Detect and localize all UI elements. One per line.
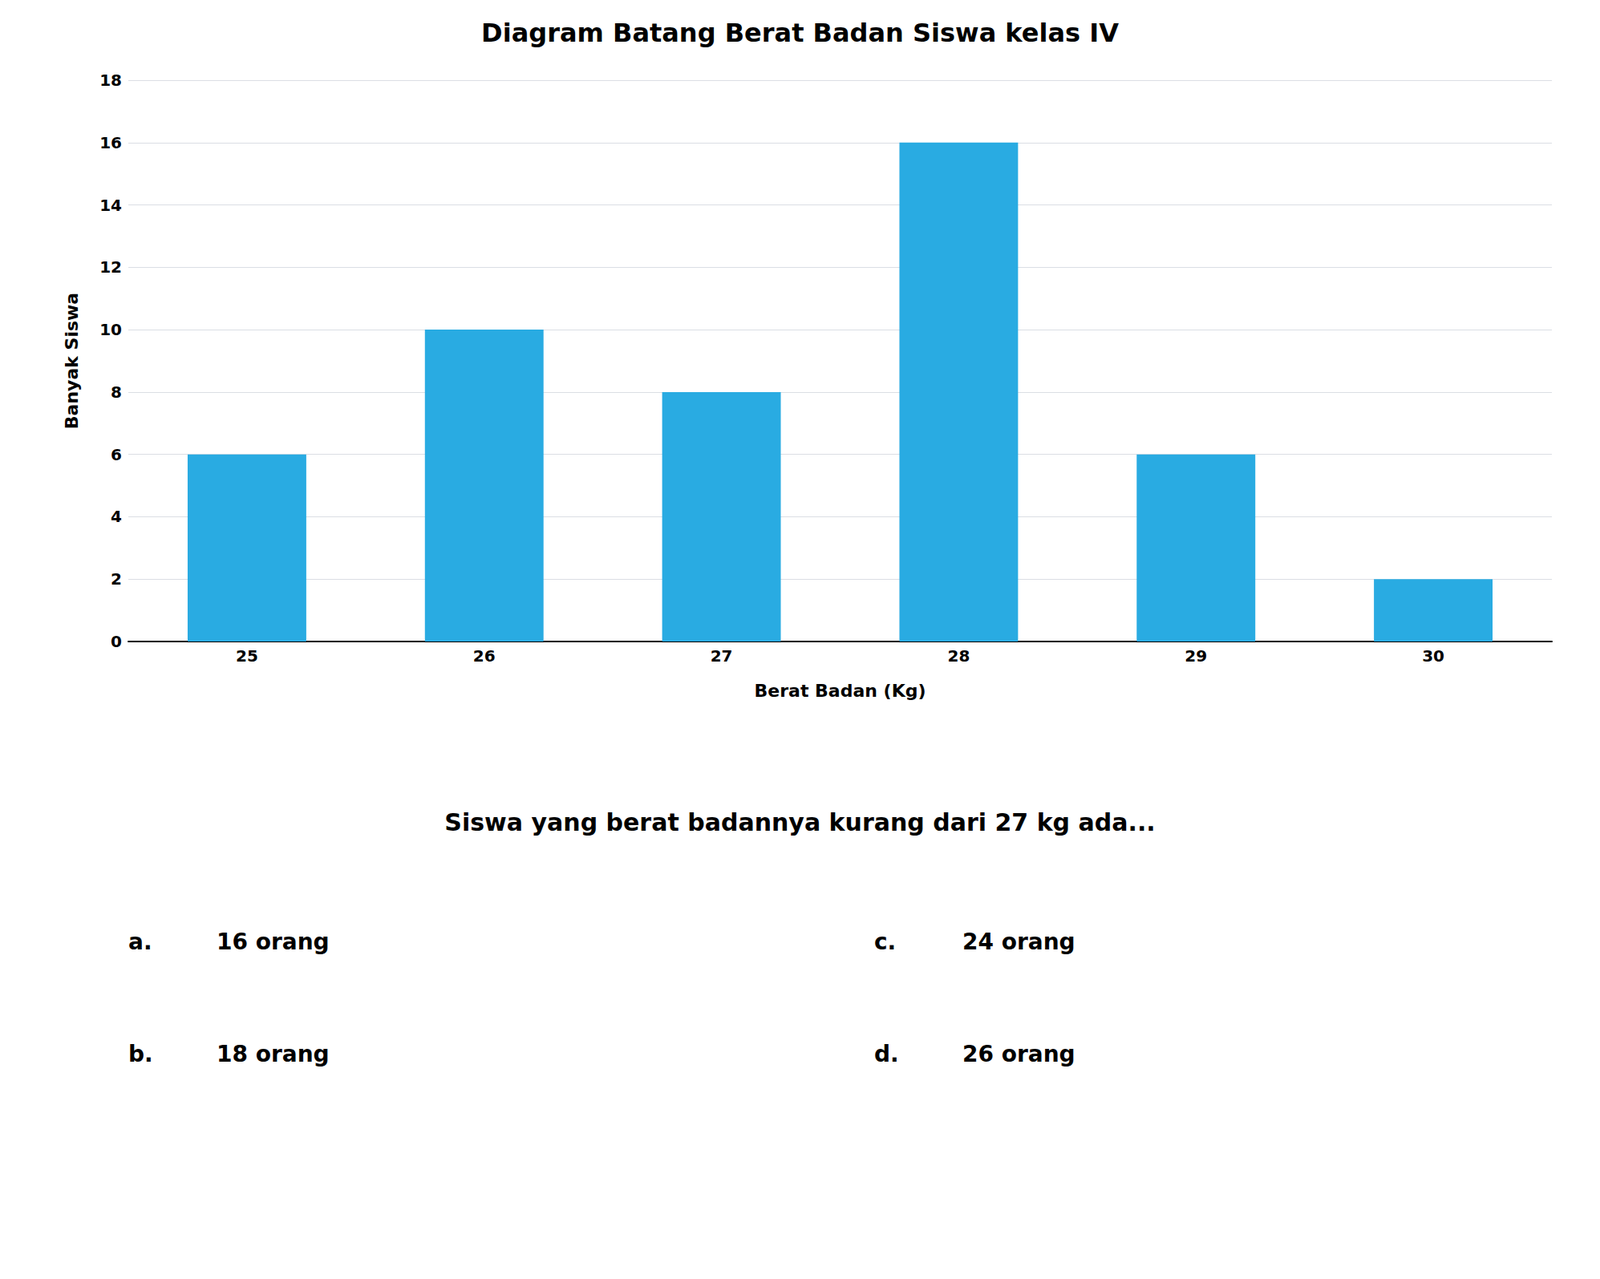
svg-text:4: 4 bbox=[110, 506, 122, 527]
svg-text:10: 10 bbox=[99, 320, 122, 340]
svg-text:b.: b. bbox=[128, 1041, 154, 1068]
svg-text:28: 28 bbox=[947, 646, 970, 666]
svg-text:Diagram Batang Berat Badan Sis: Diagram Batang Berat Badan Siswa kelas I… bbox=[481, 17, 1119, 49]
svg-text:27: 27 bbox=[710, 646, 734, 666]
svg-text:c.: c. bbox=[874, 928, 896, 956]
svg-text:26: 26 bbox=[473, 646, 496, 666]
svg-text:16 orang: 16 orang bbox=[216, 928, 330, 956]
svg-text:Banyak Siswa: Banyak Siswa bbox=[61, 292, 82, 430]
svg-text:8: 8 bbox=[110, 382, 122, 402]
svg-text:18: 18 bbox=[99, 70, 122, 90]
svg-text:29: 29 bbox=[1184, 646, 1208, 666]
svg-text:a.: a. bbox=[128, 928, 153, 956]
svg-text:18 orang: 18 orang bbox=[216, 1041, 330, 1068]
svg-text:Berat Badan (Kg): Berat Badan (Kg) bbox=[754, 680, 927, 701]
svg-text:0: 0 bbox=[110, 631, 122, 652]
svg-text:16: 16 bbox=[99, 133, 122, 153]
svg-text:d.: d. bbox=[874, 1041, 900, 1068]
svg-text:26 orang: 26 orang bbox=[962, 1041, 1076, 1068]
svg-text:30: 30 bbox=[1421, 646, 1445, 666]
svg-text:24 orang: 24 orang bbox=[962, 928, 1076, 956]
svg-text:14: 14 bbox=[99, 195, 122, 215]
svg-text:2: 2 bbox=[110, 569, 122, 589]
svg-text:25: 25 bbox=[235, 646, 259, 666]
svg-text:Siswa yang berat badannya kura: Siswa yang berat badannya kurang dari 27… bbox=[444, 808, 1155, 837]
svg-text:6: 6 bbox=[110, 445, 122, 465]
svg-text:12: 12 bbox=[99, 257, 122, 277]
